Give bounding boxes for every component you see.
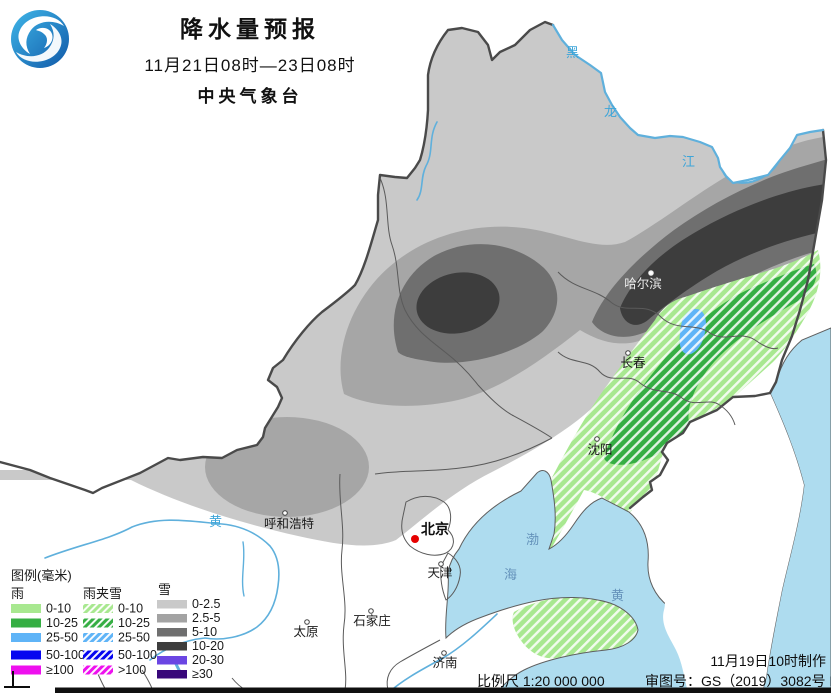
map-scale: 比例尺 1:20 000 000: [477, 673, 605, 689]
legend-snow-range-2: 2.5-5: [192, 611, 221, 625]
legend-title: 图例(毫米): [11, 568, 72, 583]
legend-sleet-range-1: 0-10: [118, 602, 143, 616]
bottom-frame-bar: [55, 687, 831, 693]
city-ring-changchun: [625, 350, 631, 356]
luan-river: [241, 541, 245, 597]
city-ring-jinan: [441, 650, 447, 656]
legend-snow-header: 雪: [158, 582, 171, 597]
snow-area-10-20-west-core: [416, 272, 500, 334]
border-west-mongolia: [0, 20, 555, 495]
city-ring-harbin: [648, 270, 654, 276]
city-label-harbin: 哈尔滨: [624, 276, 662, 291]
sleet-areas: [479, 250, 821, 659]
border-korea: [628, 391, 772, 510]
agency-name: 中央气象台: [197, 87, 303, 106]
legend-swatch-rain-1: [11, 604, 41, 613]
heilongjiang-label-1: 黑: [566, 45, 579, 60]
legend-snow-range-5: 20-30: [192, 653, 224, 667]
bohai-label-1: 渤: [526, 532, 539, 547]
city-ring-hohhot: [282, 510, 288, 516]
sleet-patch-25-50: [679, 309, 706, 355]
legend-swatch-snow-2: [157, 614, 187, 623]
legend-swatch-rain-2: [11, 618, 41, 628]
city-ring-shenyang: [594, 436, 600, 442]
city-ring-tianjin: [438, 561, 444, 567]
legend-swatch-rain-4: [11, 650, 41, 660]
legend-rain-range-2: 10-25: [46, 616, 78, 630]
legend-snow-range-1: 0-2.5: [192, 597, 221, 611]
produced-time: 11月19日10时制作: [710, 653, 826, 669]
national-borders: [0, 20, 828, 510]
beijing-dot: [411, 535, 419, 543]
city-ring-taiyuan: [304, 619, 310, 625]
legend-sleet-range-5: >100: [118, 663, 146, 677]
legend-swatch-snow-1: [157, 600, 187, 609]
map-approval-number: 审图号：GS（2019）3082号 MESIS3.0: [645, 673, 831, 689]
legend-swatch-snow-4: [157, 642, 187, 651]
page-title: 降水量预报: [180, 16, 320, 42]
cma-logo: [11, 10, 69, 68]
amur-river: [551, 23, 825, 185]
legend-swatch-rain-3: [11, 633, 41, 642]
korea-landmass: [630, 393, 804, 693]
province-borders: [97, 177, 779, 693]
city-label-shijiazhuang: 石家庄: [353, 613, 391, 628]
city-markers: 哈尔滨 长春 沈阳 呼和浩特 北京 天津 石家庄 太原 济南: [264, 270, 662, 670]
city-ring-shijiazhuang: [368, 608, 374, 614]
rivers: [44, 23, 825, 693]
city-label-taiyuan: 太原: [293, 624, 318, 639]
legend-rain-range-5: ≥100: [46, 663, 74, 677]
yellow-river-lower: [387, 613, 498, 693]
yellow-river-loop: [44, 519, 280, 661]
yellow-river-label: 黄: [209, 514, 222, 529]
neatline-corner: [4, 671, 30, 688]
legend-sleet-range-4: 50-100: [118, 648, 157, 662]
city-label-tianjin: 天津: [427, 566, 452, 580]
border-east-russia: [768, 128, 828, 395]
snow-area-10-20-northeast-band: [620, 183, 826, 325]
city-label-shenyang: 沈阳: [587, 442, 612, 457]
heilongjiang-label-3: 江: [682, 154, 695, 169]
legend-snow-range-3: 5-10: [192, 625, 217, 639]
legend-rain-range-4: 50-100: [46, 648, 85, 662]
city-label-hohhot: 呼和浩特: [264, 516, 314, 531]
bohai-label-2: 海: [504, 567, 517, 582]
legend: 图例(毫米) 雨 0-10 10-25 25-50 50-100 ≥100 雨夹…: [11, 568, 224, 681]
map-footer: 11月19日10时制作 比例尺 1:20 000 000 审图号：GS（2019…: [4, 653, 831, 693]
snow-area-2.5-5-hohhot: [205, 417, 369, 517]
legend-sleet-swatches: [83, 604, 113, 675]
legend-rain-range-3: 25-50: [46, 631, 78, 645]
legend-sleet-range-2: 10-25: [118, 616, 150, 630]
sea-areas: [445, 327, 831, 693]
heilongjiang-label-2: 龙: [604, 104, 617, 119]
legend-snow-range-6: ≥30: [192, 667, 213, 681]
legend-swatch-snow-5: [157, 656, 187, 665]
city-label-jinan: 济南: [432, 655, 457, 670]
nen-river: [416, 121, 438, 201]
sleet-band-10-25: [604, 264, 817, 465]
legend-sleet-header: 雨夹雪: [83, 586, 122, 601]
forecast-period: 11月21日08时—23日08时: [144, 56, 356, 75]
map-header: 降水量预报 11月21日08时—23日08时 中央气象台: [90, 10, 410, 107]
legend-rain-range-1: 0-10: [46, 602, 71, 616]
city-label-beijing: 北京: [421, 521, 449, 537]
legend-snow-range-4: 10-20: [192, 639, 224, 653]
water-labels: 黑 龙 江 黄 渤 海 黄: [209, 45, 695, 603]
legend-sleet-range-3: 25-50: [118, 631, 150, 645]
legend-swatch-snow-3: [157, 628, 187, 637]
yellow-sea-label: 黄: [611, 588, 624, 603]
bohai-yellow-sea: [445, 470, 693, 693]
legend-swatch-snow-6: [157, 670, 187, 679]
legend-rain-header: 雨: [11, 586, 24, 601]
legend-swatch-rain-5: [11, 665, 41, 675]
city-label-changchun: 长春: [620, 356, 646, 370]
